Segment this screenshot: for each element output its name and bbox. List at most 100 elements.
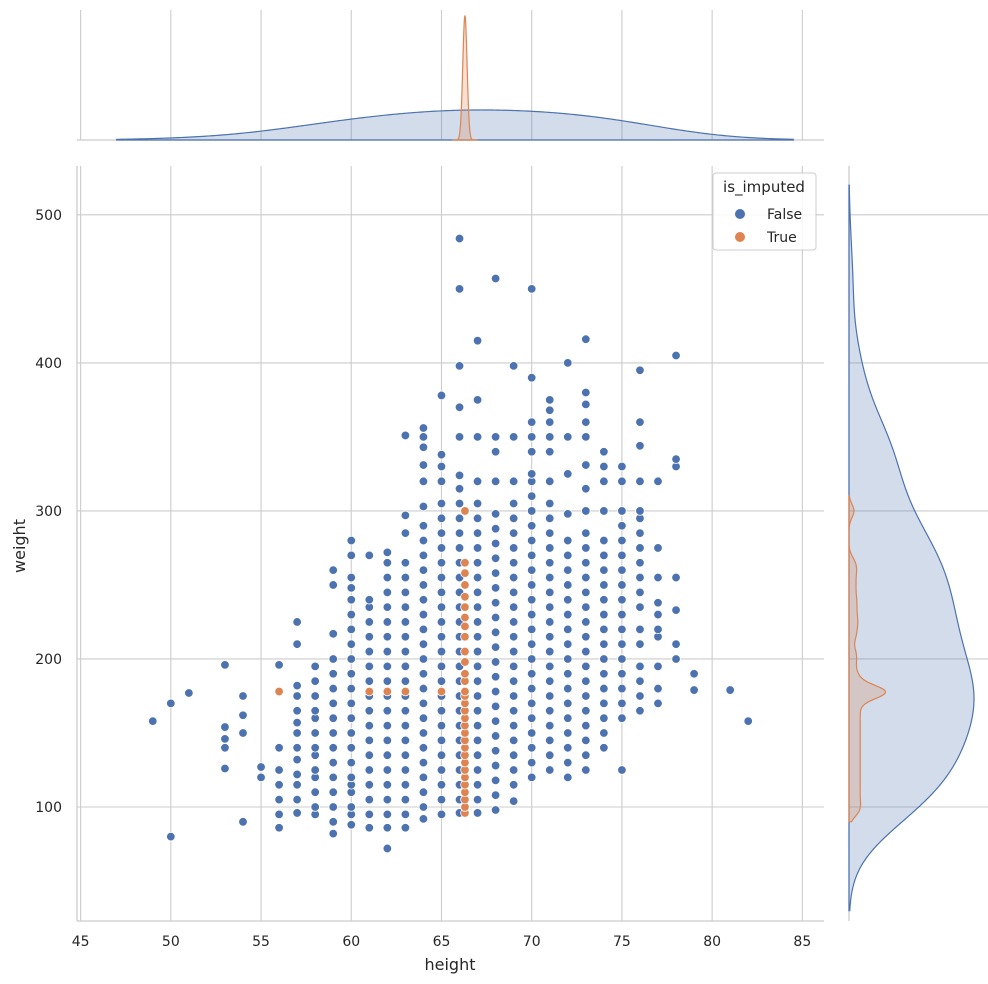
point-false	[545, 602, 555, 612]
point-false	[526, 757, 537, 768]
point-false	[436, 528, 447, 538]
point-false	[292, 728, 302, 738]
point-false	[382, 720, 393, 731]
point-false	[292, 754, 302, 765]
point-false	[526, 535, 537, 546]
point-false	[581, 602, 591, 612]
point-false	[418, 743, 429, 753]
point-false	[238, 710, 248, 720]
point-false	[490, 553, 501, 564]
y-axis-label: weight	[10, 519, 29, 573]
x-tick-label: 45	[72, 934, 90, 950]
point-false	[328, 772, 338, 783]
point-false	[653, 543, 663, 553]
point-false	[581, 587, 591, 598]
point-false	[328, 698, 338, 709]
point-false	[508, 617, 519, 627]
point-false	[725, 685, 735, 695]
point-false	[220, 743, 230, 753]
point-false	[508, 720, 519, 731]
point-false	[653, 624, 663, 635]
point-false	[292, 617, 302, 627]
point-false	[545, 750, 555, 760]
point-false	[346, 728, 356, 738]
point-false	[472, 720, 483, 731]
point-false	[472, 794, 483, 805]
point-false	[346, 820, 356, 830]
point-false	[238, 817, 248, 827]
point-false	[635, 624, 645, 635]
point-false	[454, 513, 465, 524]
point-false	[382, 587, 393, 598]
point-false	[346, 535, 356, 546]
point-false	[292, 743, 302, 753]
point-false	[364, 550, 375, 561]
point-false	[599, 669, 609, 679]
point-false	[472, 432, 483, 442]
point-false	[581, 632, 591, 642]
point-false	[599, 580, 609, 590]
point-false	[490, 775, 501, 786]
point-false	[617, 565, 627, 575]
point-false	[472, 602, 483, 612]
point-false	[617, 506, 627, 516]
point-false	[526, 654, 537, 664]
point-false	[581, 735, 591, 746]
point-false	[274, 794, 284, 805]
x-tick-label: 50	[162, 934, 180, 950]
point-false	[526, 432, 537, 442]
point-false	[418, 423, 429, 433]
point-false	[526, 372, 537, 383]
point-false	[617, 609, 627, 620]
point-false	[472, 528, 483, 538]
y-tick-label: 100	[35, 800, 62, 816]
point-false	[545, 543, 555, 553]
point-true	[400, 686, 411, 697]
point-false	[563, 654, 573, 664]
point-false	[526, 743, 537, 753]
point-false	[508, 528, 519, 538]
point-true	[460, 506, 470, 516]
point-false	[310, 706, 320, 716]
point-false	[508, 587, 519, 598]
point-false	[346, 550, 356, 561]
point-true	[460, 621, 470, 632]
point-true	[460, 568, 470, 578]
point-false	[617, 461, 627, 472]
point-false	[382, 558, 393, 568]
point-false	[635, 572, 645, 583]
point-false	[346, 757, 356, 768]
point-false	[545, 572, 555, 583]
point-false	[563, 432, 573, 442]
point-false	[346, 772, 356, 783]
point-false	[545, 691, 555, 701]
point-false	[436, 750, 447, 760]
point-false	[400, 794, 411, 805]
point-false	[545, 432, 555, 442]
point-false	[418, 683, 429, 694]
point-false	[581, 543, 591, 553]
x-axis-label: height	[425, 955, 476, 974]
point-false	[508, 543, 519, 553]
point-false	[436, 390, 447, 401]
point-false	[472, 498, 483, 509]
point-false	[472, 808, 483, 818]
point-true	[460, 686, 470, 697]
x-tick-label: 75	[613, 934, 631, 950]
point-false	[400, 430, 411, 441]
point-false	[635, 441, 645, 451]
point-false	[472, 395, 483, 405]
point-false	[418, 639, 429, 649]
point-false	[545, 706, 555, 716]
point-false	[490, 523, 501, 534]
point-false	[400, 676, 411, 686]
point-true	[364, 686, 375, 697]
point-false	[508, 765, 519, 775]
point-false	[563, 358, 573, 368]
point-false	[545, 735, 555, 746]
point-false	[418, 757, 429, 768]
point-false	[364, 735, 375, 746]
point-false	[617, 580, 627, 590]
point-false	[526, 521, 537, 531]
point-false	[310, 802, 320, 812]
